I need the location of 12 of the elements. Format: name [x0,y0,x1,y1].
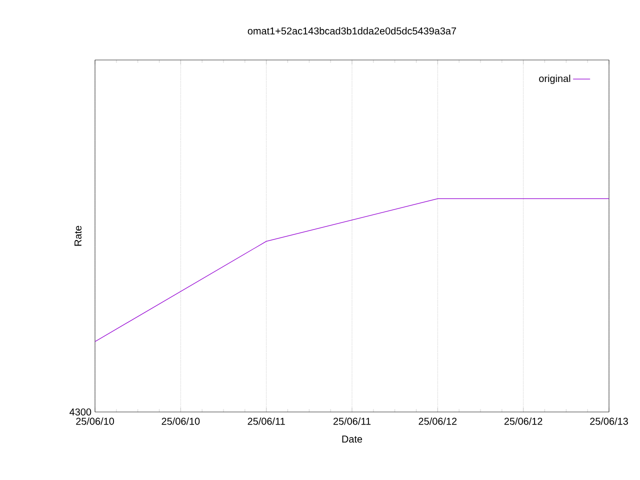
x-axis-title: Date [342,436,362,443]
x-tick-label: 25/06/11 [248,418,285,425]
x-tick-label: 25/06/13 [590,418,628,425]
x-tick-label: 25/06/11 [333,418,371,425]
legend-label: original [539,74,570,84]
x-tick-label: 25/06/12 [418,418,457,425]
text: 4300 [70,408,92,416]
x-tick-label: 25/06/12 [504,418,542,425]
x-tick-label: 25/06/10 [162,418,200,425]
y-axis-title: Rate [74,226,82,246]
chart-title: omat1+52ac143bcad3b1dda2e0d5dc5439a3a7 [248,27,456,34]
x-tick-label: 25/06/10 [76,418,114,425]
